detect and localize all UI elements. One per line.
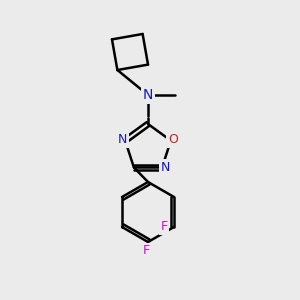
Text: F: F	[160, 220, 167, 233]
Text: O: O	[168, 133, 178, 146]
Text: N: N	[160, 161, 170, 174]
Text: F: F	[142, 244, 150, 257]
Text: N: N	[118, 133, 127, 146]
Text: N: N	[143, 88, 153, 102]
